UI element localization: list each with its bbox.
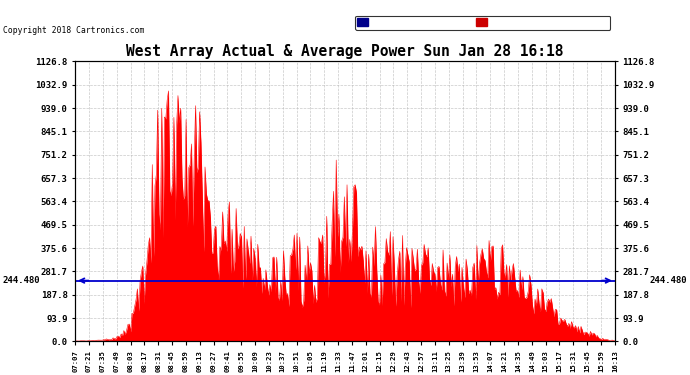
Text: Copyright 2018 Cartronics.com: Copyright 2018 Cartronics.com: [3, 26, 145, 35]
Legend: Average  (DC Watts), West Array  (DC Watts): Average (DC Watts), West Array (DC Watts…: [355, 16, 611, 30]
Title: West Array Actual & Average Power Sun Jan 28 16:18: West Array Actual & Average Power Sun Ja…: [126, 44, 564, 59]
Text: 244.480: 244.480: [650, 276, 687, 285]
Text: 244.480: 244.480: [3, 276, 40, 285]
